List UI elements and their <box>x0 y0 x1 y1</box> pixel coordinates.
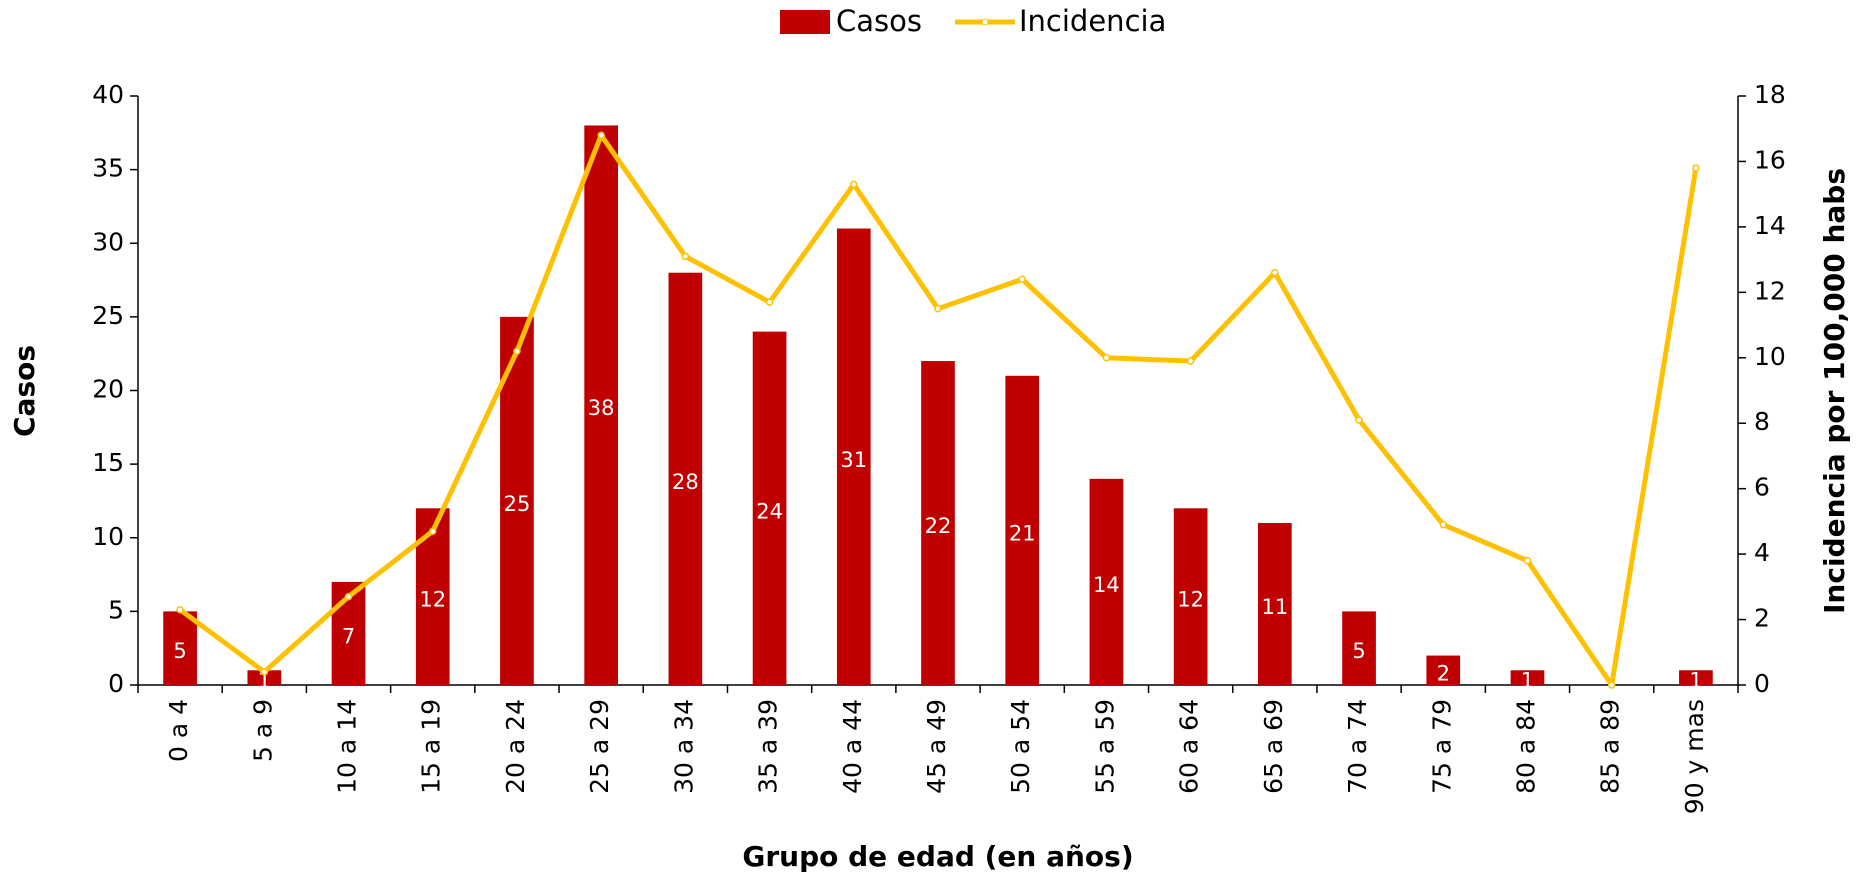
y2-tick-label: 10 <box>1754 342 1786 371</box>
y2-tick-label: 12 <box>1754 276 1786 305</box>
line-point <box>934 304 942 313</box>
y-tick-label: 30 <box>92 227 124 256</box>
x-axis-title: Grupo de edad (en años) <box>742 840 1133 872</box>
data-label: 14 <box>1093 573 1120 597</box>
bar <box>668 272 703 685</box>
x-tick-label: 75 a 79 <box>1427 699 1456 794</box>
data-label: 5 <box>1352 639 1365 663</box>
y-tick-label: 25 <box>92 301 124 330</box>
y2-tick-label: 0 <box>1754 669 1770 698</box>
line-point <box>681 252 690 261</box>
y-tick-label: 15 <box>92 448 124 477</box>
y-tick-label: 10 <box>92 522 124 551</box>
line-point <box>765 298 774 306</box>
data-label: 11 <box>1261 595 1288 619</box>
y-tick-label: 40 <box>92 80 124 109</box>
y2-axis-title: Incidencia por 100,000 habs <box>1818 168 1851 614</box>
x-tick-label: 90 y mas <box>1680 699 1709 814</box>
x-tick-label: 25 a 29 <box>585 699 614 794</box>
line-point <box>1018 275 1026 283</box>
bar <box>163 611 197 685</box>
bar <box>1258 523 1292 685</box>
y-tick-label: 0 <box>108 669 124 698</box>
data-label: 21 <box>1009 521 1036 545</box>
y2-tick-label: 6 <box>1754 473 1770 502</box>
x-tick-label: 20 a 24 <box>501 699 530 794</box>
bar <box>1173 508 1208 685</box>
data-label: 12 <box>1177 588 1204 612</box>
line-point <box>1271 268 1279 277</box>
line-point <box>260 668 269 676</box>
data-label: 7 <box>342 624 355 648</box>
x-tick-label: 50 a 54 <box>1006 699 1035 794</box>
data-label: 28 <box>672 470 699 494</box>
y2-tick-label: 8 <box>1754 407 1770 436</box>
line-point <box>344 592 353 601</box>
data-label: 12 <box>419 588 446 612</box>
line-point <box>176 605 184 614</box>
data-label: 1 <box>1521 669 1534 693</box>
y-tick-label: 20 <box>92 375 124 404</box>
y2-tick-label: 2 <box>1754 604 1770 633</box>
x-tick-label: 55 a 59 <box>1090 699 1119 794</box>
legend-label: Casos <box>836 4 922 38</box>
line-point <box>428 527 437 535</box>
legend-swatch <box>780 10 830 34</box>
line-point <box>1523 556 1532 565</box>
line-point <box>1607 681 1616 689</box>
x-tick-label: 15 a 19 <box>417 699 446 794</box>
y2-tick-label: 18 <box>1754 80 1786 109</box>
bar <box>1510 670 1545 685</box>
line-point <box>1355 416 1363 424</box>
line-point <box>1439 520 1448 529</box>
x-tick-label: 65 a 69 <box>1259 699 1288 794</box>
bar <box>752 331 787 685</box>
data-label: 24 <box>756 499 783 523</box>
y-tick-label: 35 <box>92 154 124 183</box>
bar <box>1005 375 1040 685</box>
x-tick-label: 60 a 64 <box>1175 699 1204 794</box>
data-label: 5 <box>173 639 186 663</box>
x-tick-label: 80 a 84 <box>1511 699 1540 794</box>
data-label: 1 <box>1689 669 1702 693</box>
y-tick-label: 5 <box>108 595 124 624</box>
data-label: 25 <box>504 492 531 516</box>
line-point <box>1692 164 1700 172</box>
legend-label: Incidencia <box>1019 4 1166 38</box>
y2-tick-label: 16 <box>1754 145 1786 174</box>
y2-tick-label: 4 <box>1754 538 1770 567</box>
y-axis-title: Casos <box>8 345 41 437</box>
bar <box>921 361 955 685</box>
bar <box>247 670 282 685</box>
legend-swatch <box>981 18 989 26</box>
x-tick-label: 0 a 4 <box>164 699 193 762</box>
x-tick-label: 30 a 34 <box>669 699 698 794</box>
line-point <box>513 347 521 355</box>
y2-tick-label: 14 <box>1754 211 1786 240</box>
bar <box>1342 611 1376 685</box>
line-point <box>597 131 605 140</box>
line-point <box>1186 357 1195 365</box>
x-tick-label: 10 a 14 <box>333 699 362 794</box>
data-label: 1 <box>258 669 271 693</box>
x-tick-label: 45 a 49 <box>922 699 951 794</box>
line-point <box>850 180 858 189</box>
bar <box>584 125 618 685</box>
data-label: 31 <box>840 448 867 472</box>
data-label: 38 <box>588 396 615 420</box>
x-tick-label: 85 a 89 <box>1596 699 1625 794</box>
x-tick-label: 40 a 44 <box>838 699 867 794</box>
bar <box>1426 655 1461 685</box>
data-label: 2 <box>1437 661 1450 685</box>
data-label: 22 <box>925 514 952 538</box>
line-point <box>1102 354 1111 362</box>
bar <box>1679 670 1713 685</box>
bar <box>1089 478 1124 685</box>
x-tick-label: 35 a 39 <box>754 699 783 794</box>
x-tick-label: 70 a 74 <box>1343 699 1372 794</box>
x-tick-label: 5 a 9 <box>248 699 277 762</box>
bar <box>836 228 871 685</box>
